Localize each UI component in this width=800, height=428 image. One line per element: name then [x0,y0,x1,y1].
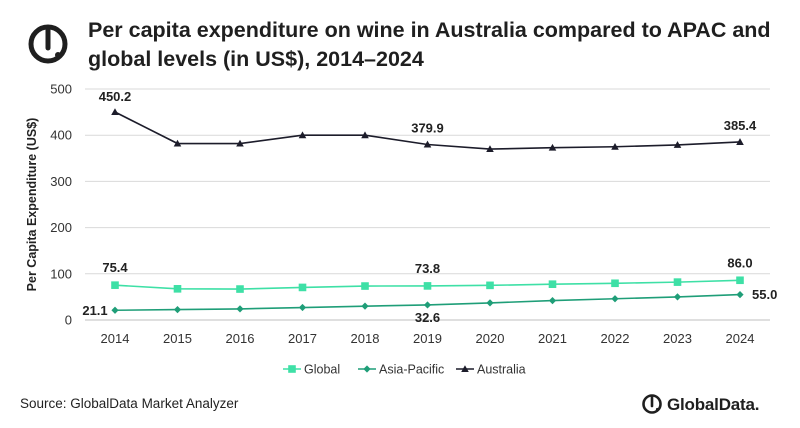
data-point-triangle [423,140,432,148]
y-tick-label: 200 [50,220,72,235]
data-label: 73.8 [415,261,440,276]
data-point-square [486,281,494,290]
data-point-triangle [611,142,619,150]
x-tick-label: 2014 [101,331,130,346]
series-global [111,276,744,293]
x-tick-label: 2015 [163,331,192,346]
data-point-diamond [361,302,369,310]
x-tick-label: 2024 [726,331,755,346]
data-point-diamond [111,306,119,314]
data-point-square [111,281,119,289]
brand-name: GlobalData. [667,395,760,414]
data-point-square [236,285,244,293]
chart-title: Per capita expenditure on wine in Austra… [88,18,771,71]
legend-label: Australia [477,363,526,377]
y-tick-label: 400 [50,128,72,143]
y-tick-label: 100 [50,266,72,281]
data-point-triangle [736,138,744,145]
data-point-diamond [236,305,244,313]
x-tick-label: 2019 [413,331,442,346]
data-labels: 450.2 379.9 385.4 75.4 73.8 86.0 21.1 32.6 55.0 [82,89,777,325]
data-point-diamond [673,293,682,301]
data-point-square [423,282,432,290]
y-axis-label: Per Capita Expenditure (US$) [25,118,39,292]
data-point-diamond [173,306,182,314]
x-tick-label: 2018 [351,331,380,346]
y-tick-label: 500 [50,82,72,97]
legend-item-global: Global [283,363,340,377]
data-point-triangle [673,141,682,148]
data-point-triangle [298,131,307,139]
data-point-diamond [298,303,307,312]
data-point-square [288,365,296,373]
x-tick-label: 2021 [538,331,567,346]
legend-item-australia: Australia [456,363,526,377]
legend: Global Asia-Pacific Australia [283,363,526,377]
data-point-triangle [548,143,557,151]
data-point-triangle [361,131,369,139]
data-point-square [611,279,619,288]
x-tick-label: 2020 [476,331,505,346]
data-point-diamond [486,299,494,307]
data-label: 75.4 [102,260,128,275]
x-tick-label: 2022 [601,331,630,346]
data-point-diamond [548,296,557,305]
legend-item-asia-pacific: Asia-Pacific [358,363,444,377]
data-label: 32.6 [415,310,440,325]
legend-label: Global [304,363,340,377]
data-point-diamond [736,290,744,299]
x-tick-label: 2017 [288,331,317,346]
data-point-square [361,282,369,290]
data-point-square [298,283,307,292]
data-point-diamond [423,301,432,309]
data-point-triangle [173,139,182,147]
data-label: 21.1 [82,303,107,318]
chart-header: Per capita expenditure on wine in Austra… [18,8,788,80]
source-note: Source: GlobalData Market Analyzer [20,396,239,411]
data-point-square [673,278,682,286]
data-label: 385.4 [724,118,757,133]
y-tick-label: 300 [50,174,72,189]
data-point-square [736,276,744,285]
y-tick-label: 0 [65,313,72,328]
data-point-triangle [486,145,494,153]
data-label: 55.0 [752,287,777,302]
x-tick-label: 2016 [226,331,255,346]
data-point-diamond [611,295,619,303]
data-point-square [548,280,557,288]
data-point-triangle [111,108,119,116]
data-point-triangle [461,365,469,372]
data-point-diamond [363,365,371,373]
legend-label: Asia-Pacific [379,363,444,377]
axes: 0 100 200 300 400 500 2014 2015 2016 2017 2018 2019… [25,82,770,346]
line-chart: 0 100 200 300 400 500 2014 2015 2016 2017 2018 2019… [25,82,777,377]
brand-logo: GlobalData. [641,390,781,422]
globaldata-logo-icon [28,24,68,64]
data-label: 379.9 [411,120,444,135]
x-tick-label: 2023 [663,331,692,346]
series [111,108,744,314]
data-point-triangle [236,139,244,147]
globaldata-brand-icon [642,394,662,414]
data-point-square [173,285,182,293]
data-label: 450.2 [99,89,132,104]
data-label: 86.0 [727,255,752,270]
series-australia [111,108,744,153]
